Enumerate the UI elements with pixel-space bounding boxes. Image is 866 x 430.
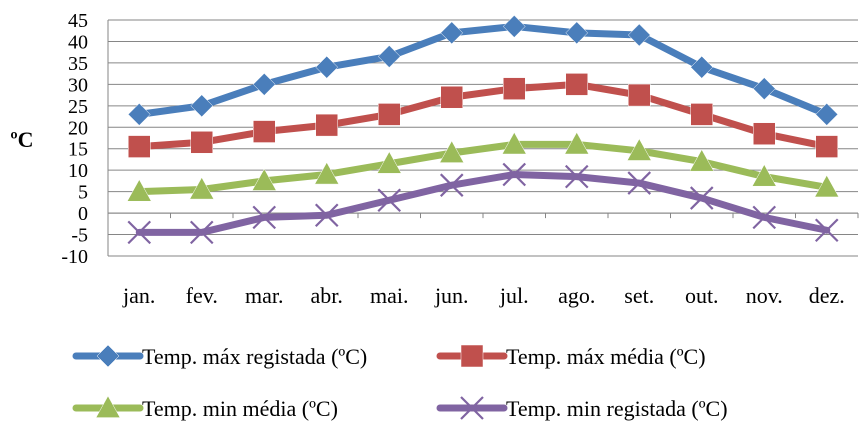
data-point-x xyxy=(439,173,464,197)
legend-item: Temp. máx média (ºC) xyxy=(436,344,706,369)
x-tick-label: jul. xyxy=(499,283,529,308)
y-tick-label: 0 xyxy=(78,203,88,225)
data-point-diamond xyxy=(127,103,151,126)
data-point-triangle xyxy=(314,161,340,185)
x-tick-label: nov. xyxy=(746,283,783,308)
x-tick-label: jan. xyxy=(122,283,155,308)
x-tick-labels: jan. fev. mar. abr. mai. jun. jul. ago. set. out.… xyxy=(122,283,845,308)
x-tick-label: mai. xyxy=(370,283,409,308)
series-line-4 xyxy=(135,170,831,236)
legend-square-icon xyxy=(460,344,484,368)
y-tick-label: 40 xyxy=(68,31,88,53)
x-tick-label: ago. xyxy=(558,283,595,308)
x-tick-label: abr. xyxy=(311,283,343,308)
data-point-x xyxy=(564,164,589,189)
data-point-square xyxy=(690,103,713,126)
data-point-diamond xyxy=(502,15,526,38)
legend-label: Temp. min média (ºC) xyxy=(142,396,338,421)
legend-item: Temp. máx registada (ºC) xyxy=(72,344,367,369)
data-point-x xyxy=(752,205,777,230)
data-point-diamond xyxy=(627,23,651,47)
legend-triangle-icon xyxy=(95,395,121,418)
y-tick-label: 10 xyxy=(68,160,88,182)
data-point-x xyxy=(502,162,527,187)
series-lines xyxy=(135,22,831,236)
legend-label: Temp. máx registada (ºC) xyxy=(142,344,367,369)
data-point-square xyxy=(815,135,838,158)
legend-diamond-icon xyxy=(96,344,120,368)
data-point-square xyxy=(128,135,151,158)
data-point-triangle xyxy=(501,131,527,155)
data-point-square xyxy=(440,85,463,109)
data-point-x xyxy=(689,186,714,210)
x-tick-label: mar. xyxy=(245,283,284,308)
data-point-x xyxy=(814,218,839,243)
y-axis-label: ºC xyxy=(10,127,33,152)
y-tick-label: 15 xyxy=(68,139,88,161)
data-point-diamond xyxy=(315,55,339,79)
data-point-diamond xyxy=(252,73,276,96)
legend: Temp. máx registada (ºC) Temp. máx média … xyxy=(72,344,728,421)
series-line-1 xyxy=(135,22,831,118)
data-point-diamond xyxy=(440,21,464,45)
data-point-triangle xyxy=(126,179,152,202)
data-point-triangle xyxy=(564,131,590,155)
data-point-x xyxy=(189,220,214,245)
data-point-triangle xyxy=(626,138,652,161)
data-point-triangle xyxy=(814,174,840,198)
series-line-3 xyxy=(135,140,831,196)
data-point-triangle xyxy=(439,140,465,163)
x-tick-label: set. xyxy=(624,283,654,308)
y-tick-label: 35 xyxy=(68,53,88,75)
data-point-diamond xyxy=(190,94,214,118)
data-point-square xyxy=(190,131,213,154)
data-point-square xyxy=(315,113,338,137)
data-point-diamond xyxy=(815,103,839,126)
data-point-x xyxy=(314,203,339,228)
data-point-triangle xyxy=(751,164,777,187)
y-tick-label: 30 xyxy=(68,74,88,96)
data-point-triangle xyxy=(376,151,402,174)
data-point-triangle xyxy=(251,168,277,191)
series-markers xyxy=(126,15,840,245)
data-point-square xyxy=(753,122,776,145)
data-point-x xyxy=(252,205,277,230)
data-point-square xyxy=(378,103,401,126)
y-tick-label: 25 xyxy=(68,96,88,118)
y-tick-label: 5 xyxy=(78,182,88,204)
y-tick-label: 20 xyxy=(68,117,88,139)
data-point-x xyxy=(127,220,152,245)
legend-item: Temp. min registada (ºC) xyxy=(436,396,728,421)
data-point-diamond xyxy=(565,21,589,45)
y-tick-label: -5 xyxy=(71,225,88,247)
data-point-x xyxy=(627,171,652,195)
legend-item: Temp. min média (ºC) xyxy=(72,395,338,421)
x-tick-label: jun. xyxy=(434,283,469,308)
data-point-square xyxy=(628,83,651,107)
data-point-triangle xyxy=(689,149,715,172)
y-tick-label: 45 xyxy=(68,10,88,32)
data-point-triangle xyxy=(189,176,215,200)
x-tick-label: dez. xyxy=(809,283,845,308)
data-point-square xyxy=(503,77,526,100)
x-tick-label: fev. xyxy=(186,283,218,308)
data-point-diamond xyxy=(752,77,776,101)
data-point-diamond xyxy=(690,55,714,79)
x-tick-label: out. xyxy=(685,283,719,308)
legend-label: Temp. min registada (ºC) xyxy=(506,396,728,421)
data-point-square xyxy=(565,73,588,96)
data-point-x xyxy=(377,188,402,212)
y-tick-label: -10 xyxy=(61,246,88,268)
legend-x-icon xyxy=(460,396,484,420)
data-point-diamond xyxy=(377,45,401,68)
data-point-square xyxy=(253,120,276,143)
legend-label: Temp. máx média (ºC) xyxy=(506,344,706,369)
